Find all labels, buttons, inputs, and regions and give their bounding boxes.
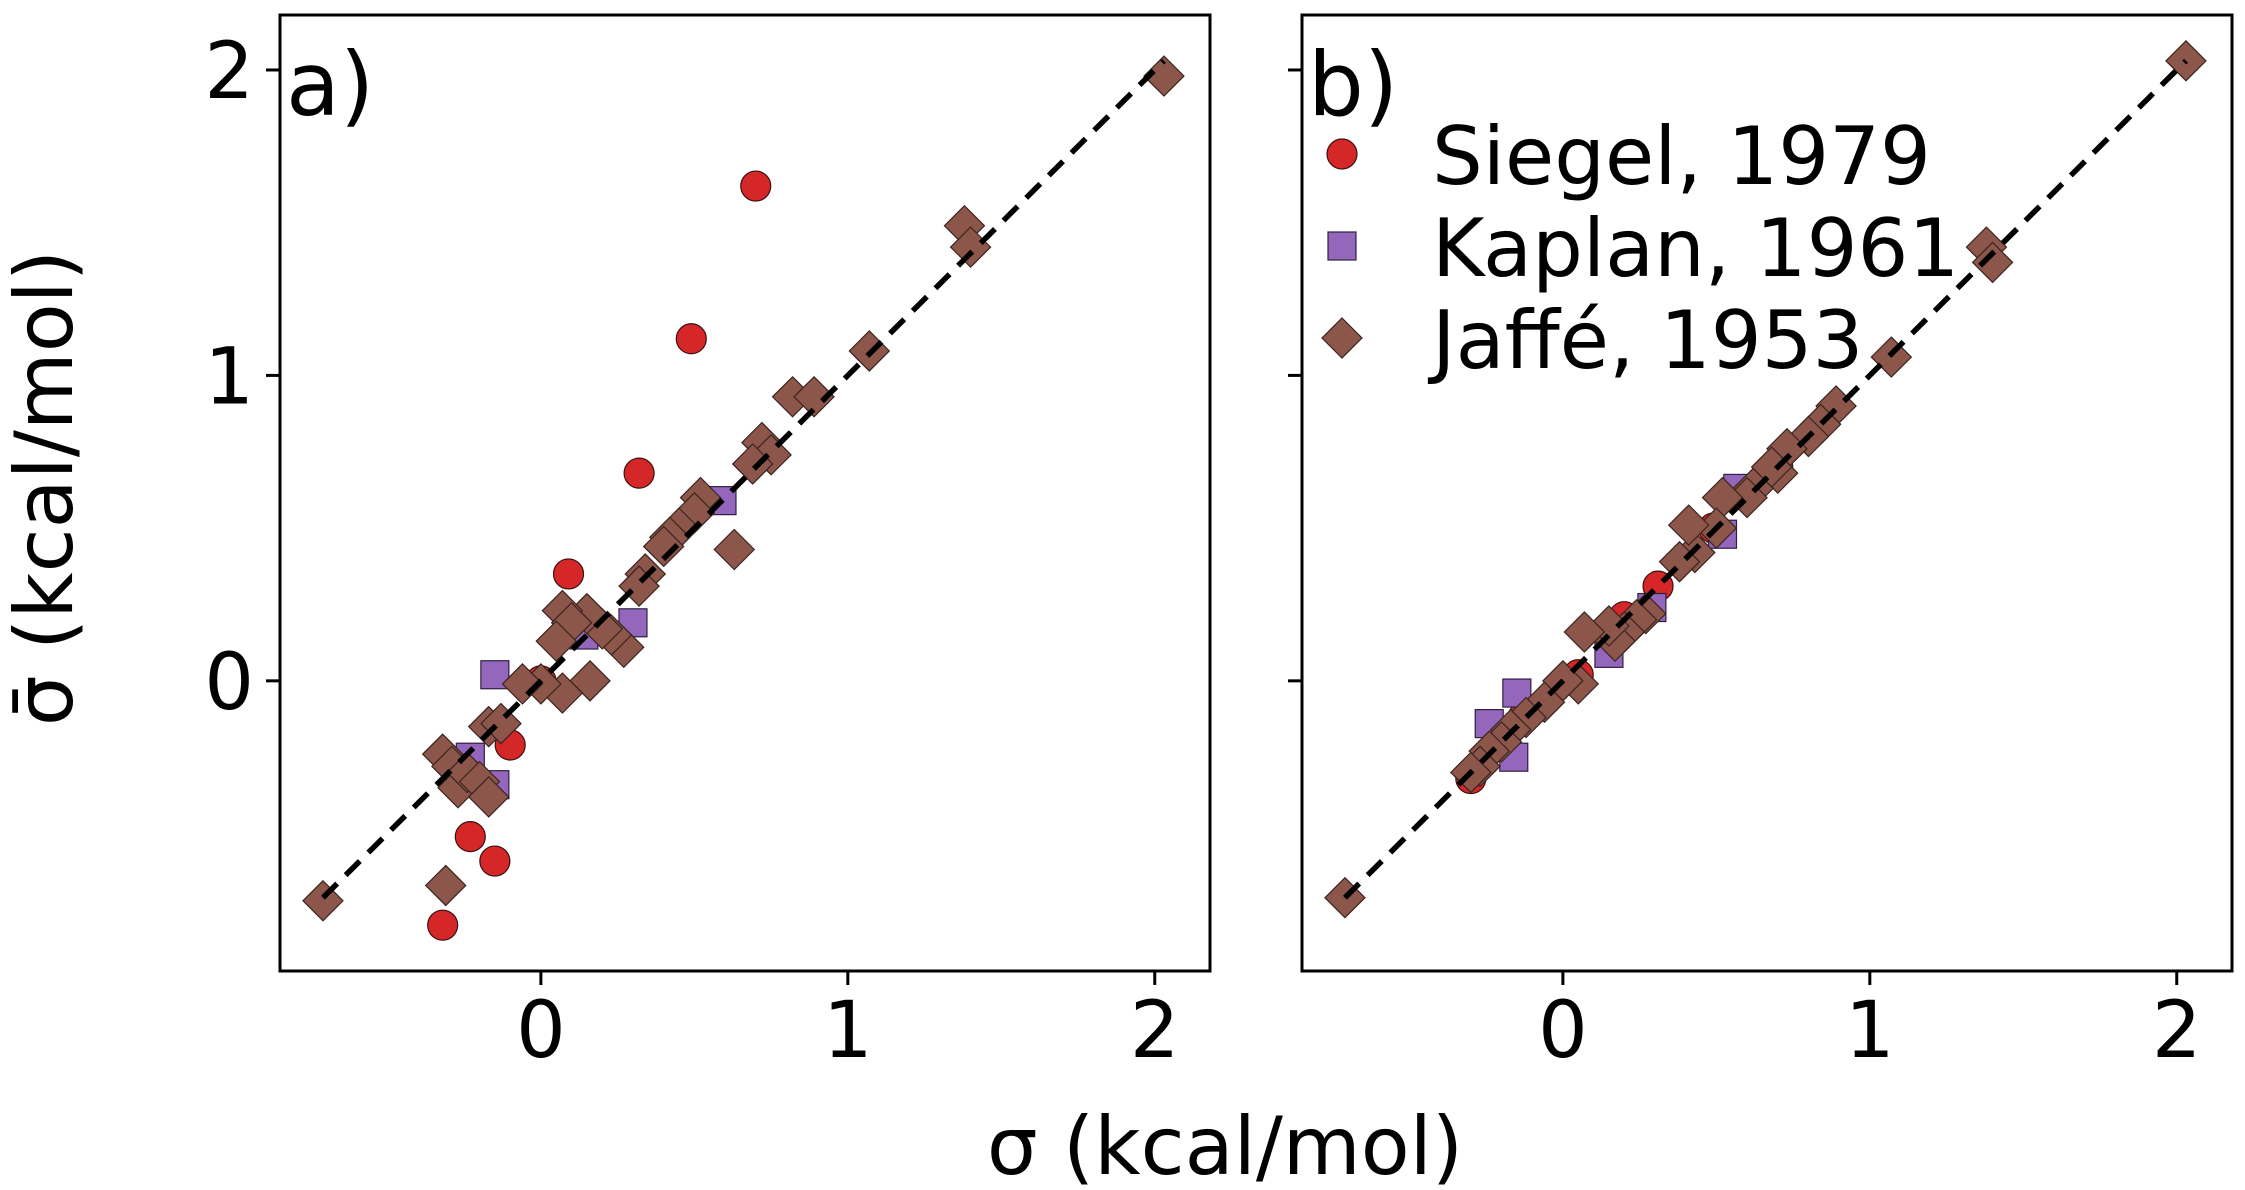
data-point-circle [427, 909, 459, 941]
panels: 0 1 2 0 1 2 a) 0 1 2 b) [204, 13, 2234, 1076]
panel-b: 0 1 2 b) [1288, 13, 2234, 1076]
data-point-square [480, 660, 510, 690]
reference-line [321, 58, 1166, 900]
data-point-diamond [467, 776, 510, 818]
data-point-circle [740, 170, 772, 202]
legend-marker-square [1327, 231, 1357, 261]
data-point-diamond [1971, 241, 2014, 284]
plot-frame [278, 13, 1212, 973]
data-point-diamond [1667, 504, 1710, 546]
data-point-square [1502, 678, 1532, 708]
data-point-circle [552, 558, 585, 590]
data-area [302, 55, 1185, 941]
data-point-diamond [501, 663, 544, 705]
data-point-diamond [713, 528, 756, 571]
data-point-diamond [1563, 611, 1606, 653]
x-axis-label: σ (kcal/mol) [987, 1100, 1463, 1190]
legend-marker-circle [1326, 138, 1358, 170]
legend-label: Kaplan, 1961 [1432, 202, 1959, 295]
x-tick-label: 1 [1845, 986, 1895, 1076]
series-diamond [302, 55, 1185, 922]
data-point-circle [623, 457, 655, 489]
data-point-diamond [793, 375, 835, 418]
x-tick-label: 0 [516, 986, 566, 1076]
legend-entry: Siegel, 1979 [1326, 110, 1931, 203]
legend-label: Siegel, 1979 [1432, 110, 1931, 203]
y-tick-label: 2 [204, 27, 254, 117]
y-axis-label: σ̄ (kcal/mol) [0, 250, 91, 726]
y-tick-label: 1 [204, 332, 254, 422]
reference-line [1343, 58, 2188, 900]
data-area [1324, 39, 2207, 919]
series-circle [427, 170, 772, 941]
data-point-diamond [535, 620, 578, 662]
data-point-diamond [424, 864, 467, 907]
data-point-circle [675, 323, 707, 355]
y-tick-label: 0 [204, 638, 254, 728]
panel-a: 0 1 2 0 1 2 a) [204, 13, 1212, 1076]
x-tick-label: 2 [2152, 986, 2202, 1076]
legend-entry: Kaplan, 1961 [1327, 202, 1959, 295]
x-tick-label: 1 [823, 986, 873, 1076]
data-point-diamond [642, 525, 685, 568]
legend-label: Jaffé, 1953 [1427, 294, 1863, 387]
x-tick-label: 0 [1538, 986, 1588, 1076]
panel-label: b) [1308, 33, 1398, 136]
plot-frame [1300, 13, 2234, 973]
legend-entry: Jaffé, 1953 [1321, 294, 1863, 387]
panel-label: a) [286, 33, 374, 136]
data-point-diamond [1143, 55, 1185, 97]
data-point-circle [479, 845, 511, 877]
x-tick-label: 2 [1130, 986, 1180, 1076]
data-point-circle [454, 821, 486, 853]
legend-marker-diamond [1321, 317, 1363, 359]
